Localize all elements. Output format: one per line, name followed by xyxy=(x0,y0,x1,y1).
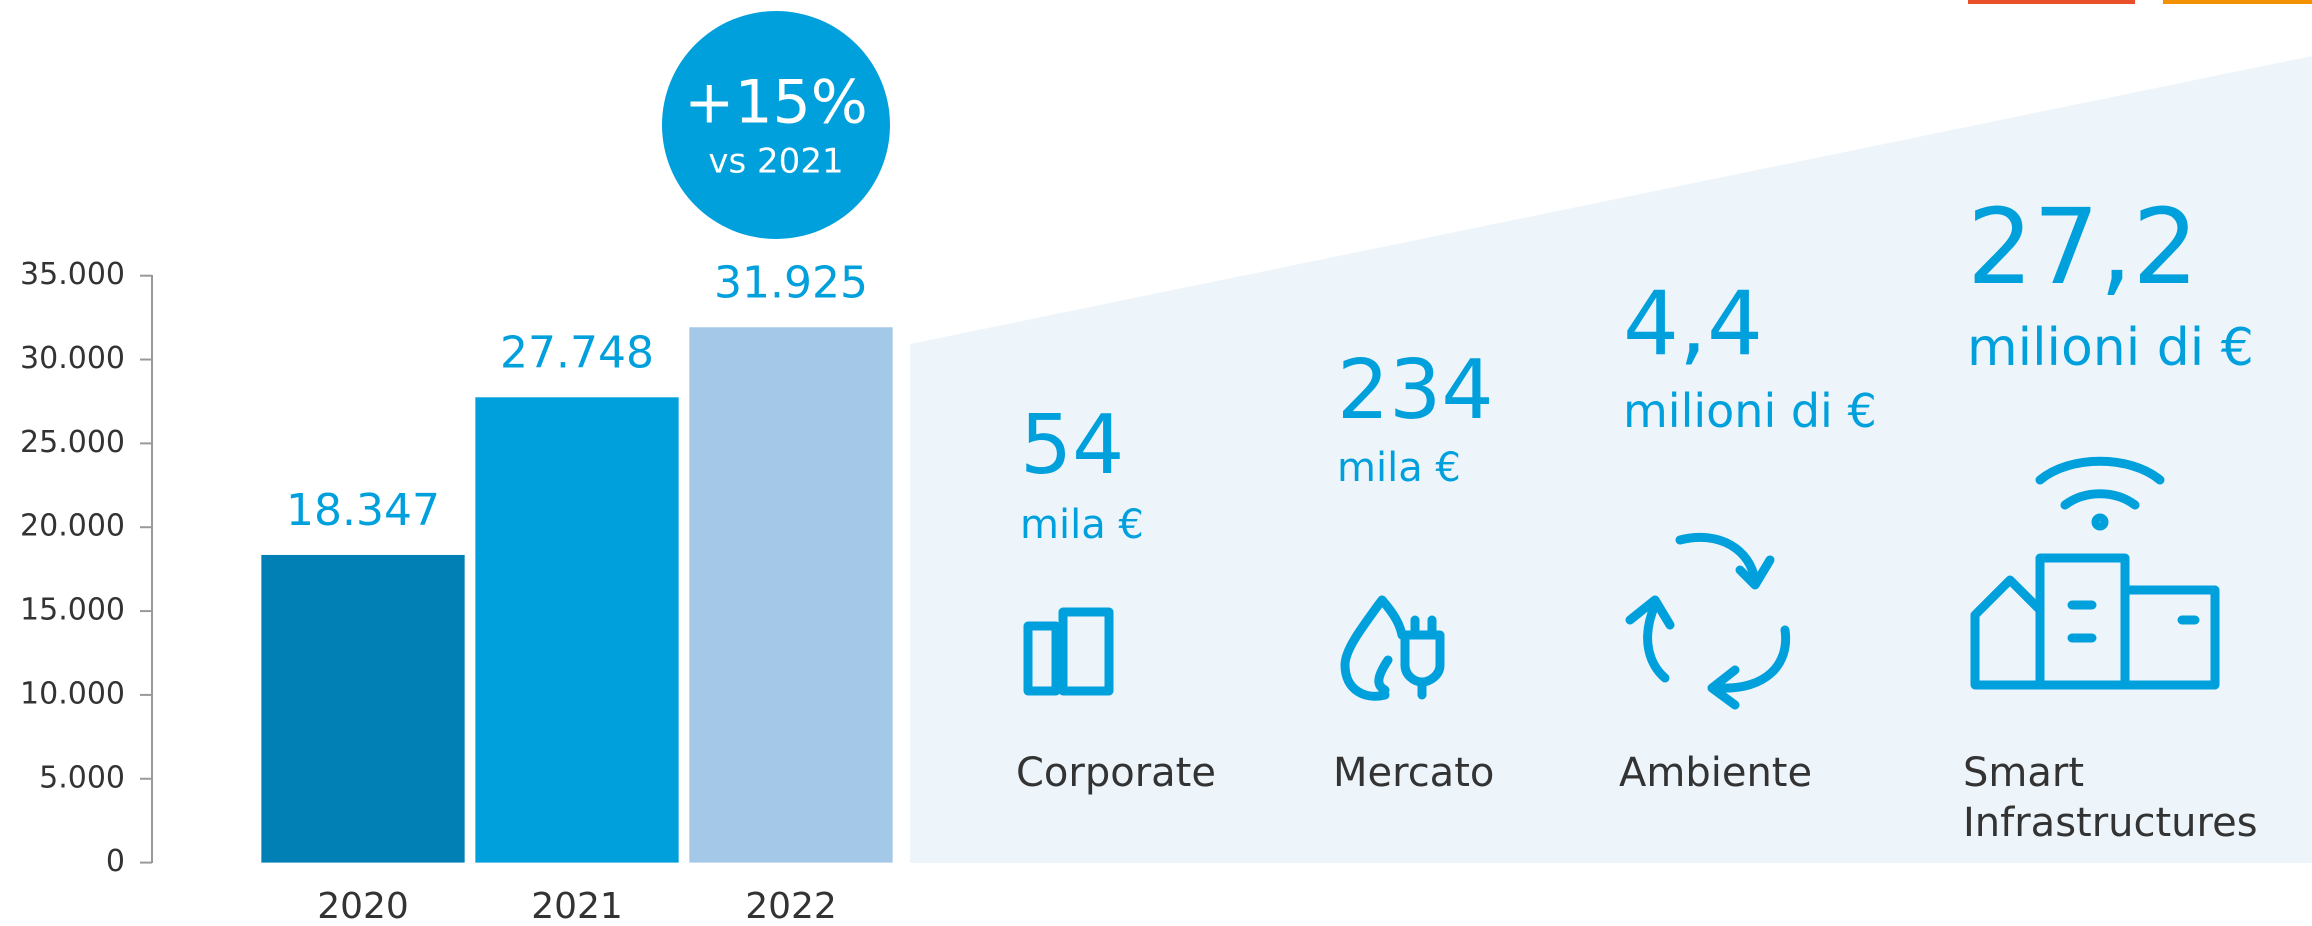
accent-bar xyxy=(2163,0,2312,4)
icon-corporate xyxy=(1023,621,1061,696)
x-tick-label: 2021 xyxy=(531,886,623,926)
icon-smart xyxy=(2035,456,2200,690)
bar xyxy=(689,327,893,863)
x-tick-label: 2022 xyxy=(745,886,837,926)
icon-ambiente xyxy=(1625,595,1675,683)
bar xyxy=(475,397,679,863)
segment-value: 54 xyxy=(1020,398,1125,493)
bar xyxy=(261,554,465,863)
segment-value: 234 xyxy=(1337,343,1494,438)
value-label: 27.748 xyxy=(500,327,654,378)
badge-value: +15% xyxy=(684,68,868,138)
breakdown-panel xyxy=(910,56,2312,863)
y-tick-label: 25.000 xyxy=(20,425,125,460)
icons xyxy=(1023,456,2220,710)
segment-label: Ambiente xyxy=(1619,750,1813,796)
y-tick-label: 15.000 xyxy=(20,593,125,628)
segment-unit: milioni di € xyxy=(1967,318,2254,378)
badge-note: vs 2021 xyxy=(708,142,843,182)
value-label: 31.925 xyxy=(714,257,868,308)
y-tick-label: 0 xyxy=(106,844,125,879)
icon-smart xyxy=(2091,513,2109,531)
segment-unit: mila € xyxy=(1337,445,1461,491)
y-tick-label: 5.000 xyxy=(39,760,125,795)
icon-corporate xyxy=(1058,607,1114,696)
segment-label: Corporate xyxy=(1016,750,1216,796)
badge xyxy=(662,11,890,239)
value-label: 18.347 xyxy=(286,485,440,536)
icon-ambiente xyxy=(1707,625,1791,710)
segment-unit: mila € xyxy=(1020,502,1144,548)
y-tick-label: 35.000 xyxy=(20,257,125,292)
icon-smart xyxy=(1970,553,2220,690)
y-tick-label: 30.000 xyxy=(20,341,125,376)
y-tick-label: 20.000 xyxy=(20,509,125,544)
segment-value: 27,2 xyxy=(1967,186,2199,308)
y-tick-label: 10.000 xyxy=(20,676,125,711)
icon-ambiente xyxy=(1675,532,1775,590)
segment-value: 4,4 xyxy=(1623,272,1763,375)
icon-mercato xyxy=(1374,615,1445,700)
accent-bar xyxy=(1968,0,2135,4)
x-tick-label: 2020 xyxy=(317,886,409,926)
segment-unit: milioni di € xyxy=(1623,384,1877,438)
segment-label: Smart Infrastructures xyxy=(1963,750,2258,846)
segment-label: Mercato xyxy=(1333,750,1495,796)
